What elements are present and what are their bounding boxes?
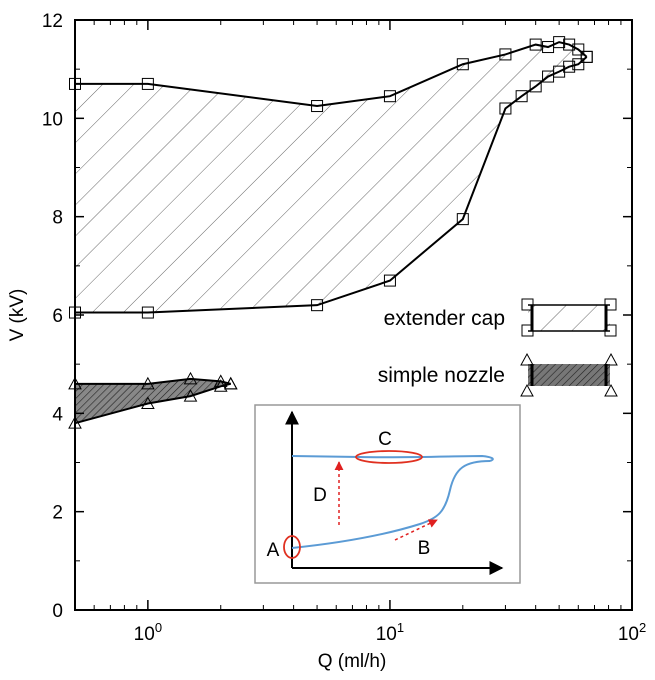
marker-extender-cap [311, 100, 324, 113]
inset-schematic: C D A B [254, 404, 521, 584]
marker-simple-nozzle [141, 376, 155, 390]
marker-simple-nozzle [223, 376, 238, 390]
y-tick-label: 6 [52, 306, 63, 327]
marker-simple-nozzle [213, 374, 228, 387]
inset-circle-c [355, 450, 423, 464]
marker-extender-cap [563, 60, 576, 73]
marker-extender-cap [499, 48, 512, 61]
line-upper-extender-cap [75, 41, 588, 108]
marker-extender-cap [456, 213, 469, 226]
marker-extender-cap [580, 50, 593, 63]
inset-label-c: C [378, 429, 392, 450]
marker-simple-nozzle [183, 389, 198, 402]
marker-extender-cap [563, 38, 576, 51]
marker-extender-cap [529, 80, 542, 93]
series-layer [68, 36, 593, 429]
y-tick-label: 10 [42, 109, 63, 130]
marker-simple-nozzle [141, 396, 155, 409]
marker-simple-nozzle [213, 379, 228, 392]
marker-extender-cap [515, 90, 528, 103]
inset-label-b: B [418, 538, 431, 559]
y-tick-label: 4 [52, 404, 63, 425]
legend: extender cap simple nozzle [378, 298, 618, 397]
inset-label-a: A [267, 540, 280, 561]
marker-extender-cap [311, 299, 324, 312]
legend-marker-square [521, 324, 534, 337]
x-tick-exponent: 0 [155, 620, 162, 635]
legend-marker-triangle [520, 383, 534, 397]
legend-marker-square [604, 324, 617, 337]
y-tick-label: 12 [42, 11, 63, 32]
y-tick-label: 0 [52, 601, 63, 622]
legend-swatch-extender-cap [521, 298, 617, 337]
x-tick-exponent: 2 [639, 620, 646, 635]
legend-label-simple-nozzle: simple nozzle [378, 364, 505, 387]
marker-extender-cap [141, 306, 154, 319]
inset-label-d: D [313, 485, 327, 506]
marker-extender-cap [529, 38, 542, 51]
marker-simple-nozzle [183, 371, 198, 385]
y-tick-label: 2 [52, 503, 63, 524]
region-extender-cap [75, 42, 587, 313]
legend-marker-triangle [604, 383, 618, 397]
y-axis-label: V (kV) [7, 289, 28, 342]
marker-extender-cap [572, 43, 585, 56]
marker-extender-cap [383, 90, 396, 103]
x-tick-exponent: 1 [397, 620, 404, 635]
x-tick-label: 101 [376, 620, 404, 645]
x-axis-label: Q (ml/h) [318, 651, 387, 672]
legend-label-extender-cap: extender cap [384, 307, 505, 330]
x-tick-label: 102 [618, 620, 646, 645]
legend-swatch-simple-nozzle [520, 352, 618, 397]
legend-marker-square [521, 298, 534, 311]
marker-extender-cap [141, 77, 154, 90]
inset-lower-curve [291, 460, 491, 549]
legend-marker-square [604, 298, 617, 311]
y-tick-label: 8 [52, 208, 63, 229]
inset-upper-curve [291, 454, 494, 462]
marker-extender-cap [499, 102, 512, 115]
marker-extender-cap [383, 274, 396, 287]
inset-arrow-b [394, 519, 438, 541]
legend-marker-triangle [520, 352, 534, 366]
legend-marker-triangle [604, 352, 618, 366]
marker-extender-cap [572, 58, 585, 71]
line-lower-extender-cap [75, 56, 588, 314]
marker-extender-cap [553, 36, 566, 49]
marker-extender-cap [456, 58, 469, 71]
x-tick-label: 100 [134, 620, 162, 645]
marker-extender-cap [553, 65, 566, 78]
inset-circle-a [283, 535, 301, 559]
